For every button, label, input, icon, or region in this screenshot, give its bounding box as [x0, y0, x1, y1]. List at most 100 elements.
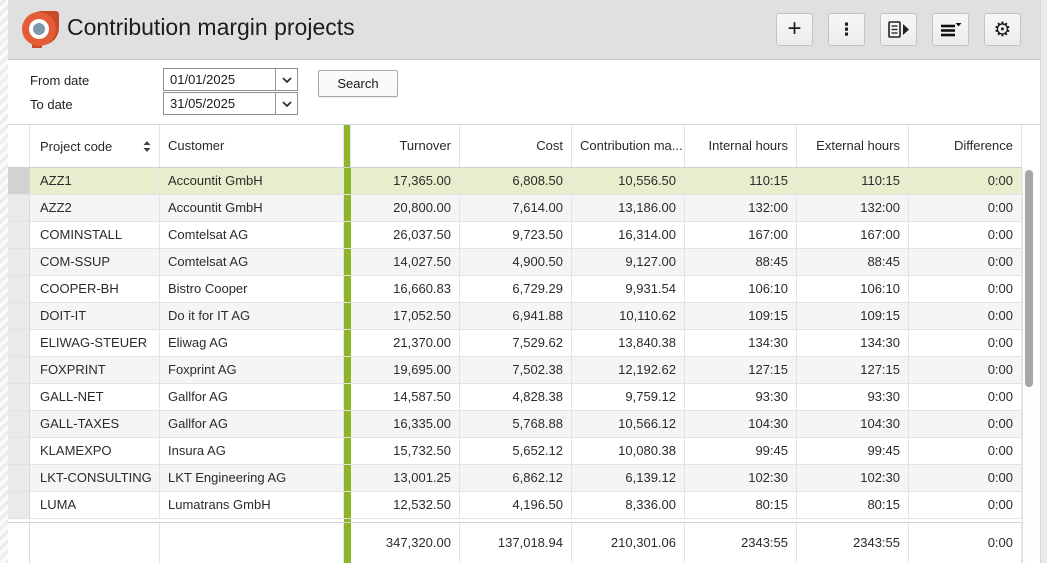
add-button[interactable]: + [776, 13, 813, 46]
row-selector[interactable] [8, 276, 30, 302]
cell-cost: 6,862.12 [460, 465, 572, 491]
column-header-project-code[interactable]: Project code [30, 125, 160, 167]
table-row[interactable]: GALL-TAXES Gallfor AG 16,335.00 5,768.88… [8, 411, 1022, 438]
title-bar: Contribution margin projects + ⋮ [8, 0, 1040, 60]
settings-button[interactable]: ⚙ [984, 13, 1021, 46]
list-menu-button[interactable] [932, 13, 969, 46]
cell-turnover: 14,587.50 [351, 384, 460, 410]
cell-turnover: 21,370.00 [351, 330, 460, 356]
report-button[interactable] [880, 13, 917, 46]
cell-project-code: COM-SSUP [30, 249, 160, 275]
search-button[interactable]: Search [318, 70, 398, 97]
cell-customer: Eliwag AG [160, 330, 344, 356]
more-actions-button[interactable]: ⋮ [828, 13, 865, 46]
row-selector[interactable] [8, 384, 30, 410]
document-forward-icon [887, 21, 909, 38]
header-selector-cell [8, 125, 30, 167]
table-row[interactable]: COOPER-BH Bistro Cooper 16,660.83 6,729.… [8, 276, 1022, 303]
cell-internal-hours: 109:15 [685, 303, 797, 329]
cell-cost: 5,768.88 [460, 411, 572, 437]
row-selector[interactable] [8, 303, 30, 329]
toolbar: + ⋮ [776, 13, 1021, 46]
cell-difference: 0:00 [909, 492, 1022, 518]
row-selector[interactable] [8, 438, 30, 464]
cell-cost: 4,828.38 [460, 384, 572, 410]
table-row[interactable]: FOXPRINT Foxprint AG 19,695.00 7,502.38 … [8, 357, 1022, 384]
cell-project-code: DOIT-IT [30, 303, 160, 329]
cell-internal-hours: 127:15 [685, 357, 797, 383]
cell-customer: Comtelsat AG [160, 249, 344, 275]
cell-customer: Bistro Cooper [160, 276, 344, 302]
table-row[interactable]: ELIWAG-STEUER Eliwag AG 21,370.00 7,529.… [8, 330, 1022, 357]
cell-external-hours: 80:15 [797, 492, 909, 518]
column-header-customer[interactable]: Customer [160, 125, 344, 167]
table-row[interactable]: KLAMEXPO Insura AG 15,732.50 5,652.12 10… [8, 438, 1022, 465]
row-selector[interactable] [8, 492, 30, 518]
cell-contribution: 12,192.62 [572, 357, 685, 383]
cell-cost: 7,502.38 [460, 357, 572, 383]
table-header-row: Project code Customer Turnover Cost Cont… [8, 125, 1022, 168]
filter-bar: From date 01/01/2025 To date 31/05/2025 … [8, 60, 1040, 125]
cell-turnover: 19,695.00 [351, 357, 460, 383]
cell-internal-hours: 80:15 [685, 492, 797, 518]
row-selector[interactable] [8, 411, 30, 437]
cell-turnover: 16,660.83 [351, 276, 460, 302]
table-spacer-row [8, 519, 1022, 523]
sort-icon[interactable] [143, 140, 151, 152]
column-header-external-hours[interactable]: External hours [797, 125, 909, 167]
column-header-turnover[interactable]: Turnover [351, 125, 460, 167]
cell-external-hours: 102:30 [797, 465, 909, 491]
cell-cost: 9,723.50 [460, 222, 572, 248]
table-row[interactable]: DOIT-IT Do it for IT AG 17,052.50 6,941.… [8, 303, 1022, 330]
row-selector[interactable] [8, 357, 30, 383]
vertical-scrollbar[interactable] [1022, 168, 1034, 563]
cell-turnover: 14,027.50 [351, 249, 460, 275]
cell-external-hours: 132:00 [797, 195, 909, 221]
cell-external-hours: 109:15 [797, 303, 909, 329]
cell-project-code: COOPER-BH [30, 276, 160, 302]
from-date-select[interactable]: 01/01/2025 [163, 68, 298, 91]
row-selector[interactable] [8, 168, 30, 194]
to-date-value: 31/05/2025 [170, 96, 236, 111]
row-selector[interactable] [8, 222, 30, 248]
cell-difference: 0:00 [909, 330, 1022, 356]
row-selector[interactable] [8, 330, 30, 356]
table-row[interactable]: LUMA Lumatrans GmbH 12,532.50 4,196.50 8… [8, 492, 1022, 519]
cell-internal-hours: 104:30 [685, 411, 797, 437]
column-header-cost[interactable]: Cost [460, 125, 572, 167]
from-date-value: 01/01/2025 [170, 72, 236, 87]
table-row[interactable]: AZZ1 Accountit GmbH 17,365.00 6,808.50 1… [8, 168, 1022, 195]
column-header-contribution[interactable]: Contribution ma... [572, 125, 685, 167]
row-selector[interactable] [8, 465, 30, 491]
row-selector[interactable] [8, 249, 30, 275]
table-row[interactable]: GALL-NET Gallfor AG 14,587.50 4,828.38 9… [8, 384, 1022, 411]
cell-project-code: LKT-CONSULTING [30, 465, 160, 491]
cell-difference: 0:00 [909, 357, 1022, 383]
app-logo-icon [22, 11, 59, 48]
cell-internal-hours: 110:15 [685, 168, 797, 194]
cell-external-hours: 93:30 [797, 384, 909, 410]
green-divider [344, 330, 351, 356]
scrollbar-thumb[interactable] [1025, 170, 1033, 387]
row-selector[interactable] [8, 195, 30, 221]
cell-internal-hours: 99:45 [685, 438, 797, 464]
table-row[interactable]: AZZ2 Accountit GmbH 20,800.00 7,614.00 1… [8, 195, 1022, 222]
green-divider [344, 276, 351, 302]
table-row[interactable]: LKT-CONSULTING LKT Engineering AG 13,001… [8, 465, 1022, 492]
cell-project-code: GALL-TAXES [30, 411, 160, 437]
vertical-ellipsis-icon: ⋮ [838, 20, 855, 39]
column-header-internal-hours[interactable]: Internal hours [685, 125, 797, 167]
total-cost: 137,018.94 [460, 523, 572, 563]
to-date-select[interactable]: 31/05/2025 [163, 92, 298, 115]
green-divider [344, 168, 351, 194]
column-header-difference[interactable]: Difference [909, 125, 1022, 167]
cell-internal-hours: 88:45 [685, 249, 797, 275]
table-row[interactable]: COM-SSUP Comtelsat AG 14,027.50 4,900.50… [8, 249, 1022, 276]
cell-difference: 0:00 [909, 249, 1022, 275]
table-row[interactable]: COMINSTALL Comtelsat AG 26,037.50 9,723.… [8, 222, 1022, 249]
cell-customer: Foxprint AG [160, 357, 344, 383]
cell-contribution: 9,931.54 [572, 276, 685, 302]
cell-external-hours: 110:15 [797, 168, 909, 194]
cell-contribution: 9,759.12 [572, 384, 685, 410]
